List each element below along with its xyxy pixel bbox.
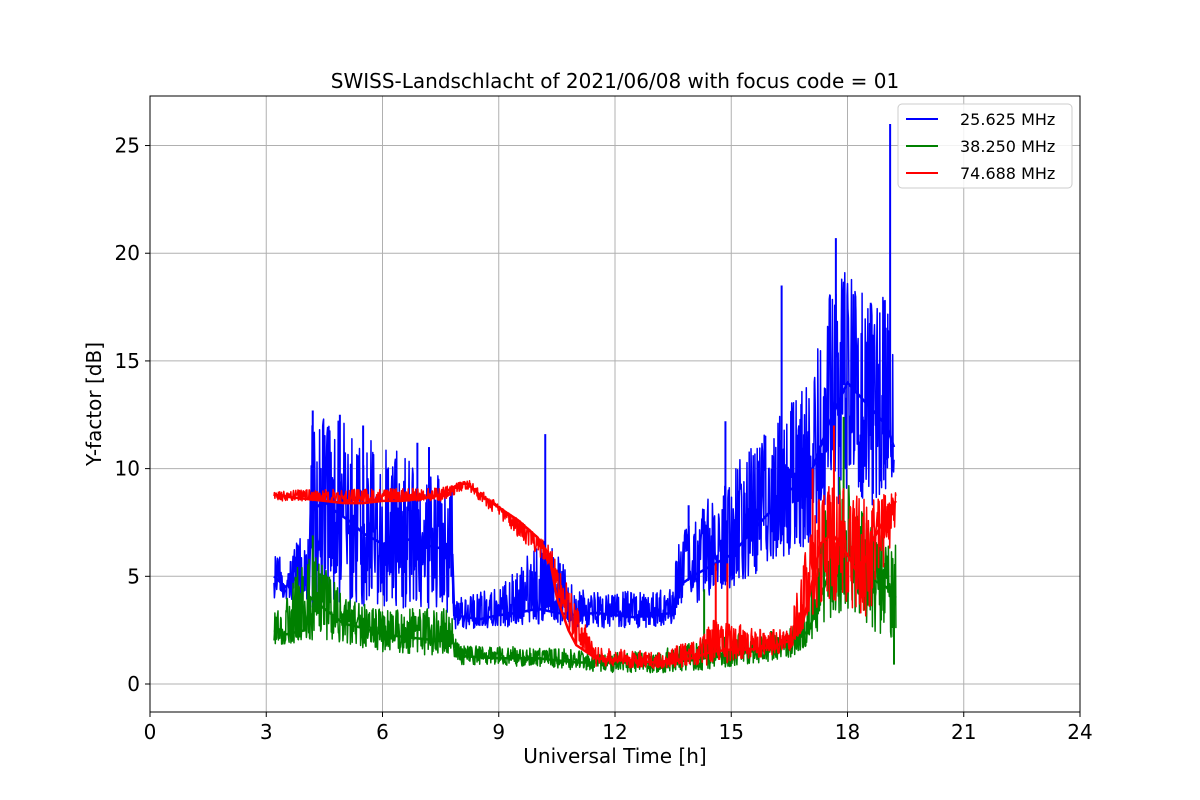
y-axis-label: Y-factor [dB]: [82, 342, 106, 467]
y-tick-label: 0: [127, 672, 140, 696]
series-noise: [273, 480, 897, 670]
series-line: [273, 482, 897, 664]
ticks: 0 3 6 9 12 15 18 21 24 0 5 10 15 20 25: [115, 134, 1093, 744]
legend-label: 38.250 MHz: [960, 137, 1055, 156]
x-tick-label: 21: [951, 720, 976, 744]
y-tick-label: 20: [115, 241, 140, 265]
series-noise: [273, 271, 895, 630]
x-tick-label: 24: [1067, 720, 1092, 744]
series-25-625-mhz: [273, 124, 896, 630]
series-noise: [273, 476, 897, 674]
y-tick-label: 5: [127, 564, 140, 588]
series-line: [273, 380, 896, 621]
x-tick-label: 0: [144, 720, 157, 744]
legend-label: 74.688 MHz: [960, 164, 1055, 183]
y-tick-label: 15: [115, 349, 140, 373]
x-tick-label: 15: [719, 720, 744, 744]
series-line: [273, 552, 897, 664]
chart-title: SWISS-Landschlacht of 2021/06/08 with fo…: [331, 69, 899, 93]
x-tick-label: 3: [260, 720, 273, 744]
x-axis-label: Universal Time [h]: [523, 744, 706, 768]
legend-label: 25.625 MHz: [960, 110, 1055, 129]
legend-box: [897, 103, 1073, 189]
x-tick-label: 18: [835, 720, 860, 744]
x-tick-label: 9: [492, 720, 505, 744]
y-tick-label: 25: [115, 134, 140, 158]
series-74-688-mhz: [273, 425, 897, 670]
legend: 25.625 MHz 38.250 MHz 74.688 MHz: [897, 103, 1073, 189]
x-tick-label: 6: [376, 720, 389, 744]
y-tick-label: 10: [115, 457, 140, 481]
x-tick-label: 12: [602, 720, 627, 744]
series-group: [273, 124, 897, 674]
